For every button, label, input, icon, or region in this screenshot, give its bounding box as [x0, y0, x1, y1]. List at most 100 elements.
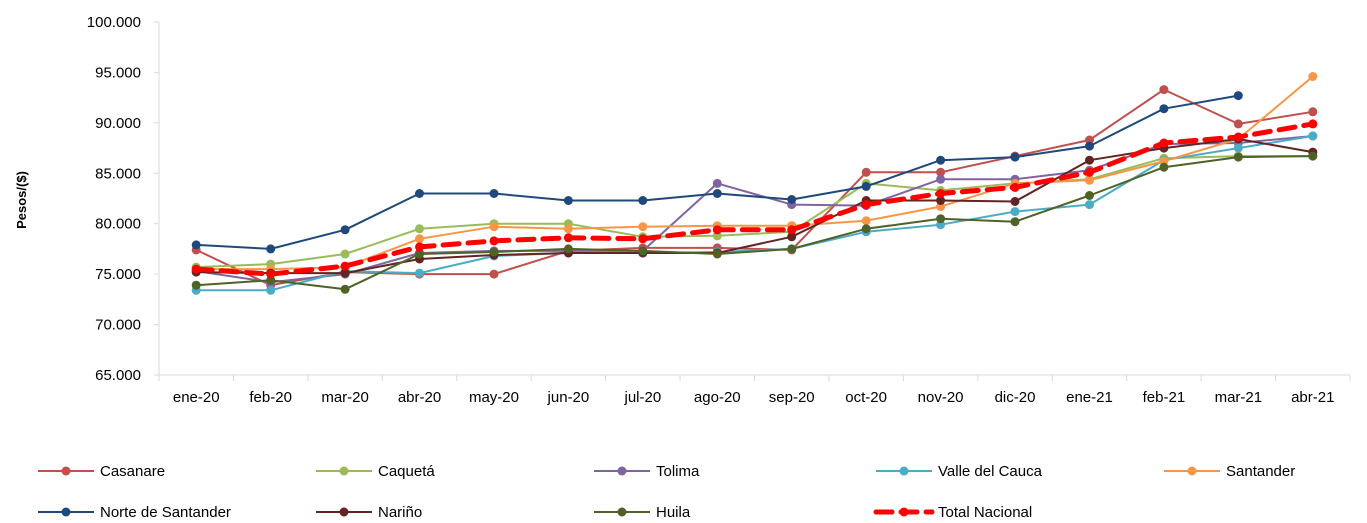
- data-point: [340, 268, 350, 278]
- series-huila: [191, 151, 1318, 294]
- data-point: [861, 216, 871, 226]
- data-point: [712, 178, 722, 188]
- data-point: [266, 244, 276, 254]
- data-point: [936, 174, 946, 184]
- data-point: [489, 236, 499, 246]
- data-point: [1308, 107, 1318, 117]
- legend-label: Valle del Cauca: [938, 463, 1043, 480]
- legend-swatch-marker: [1187, 466, 1197, 476]
- legend-label: Santander: [1226, 463, 1295, 480]
- data-point: [415, 189, 424, 198]
- data-point: [1233, 91, 1243, 101]
- data-point: [861, 224, 871, 234]
- data-point: [1233, 119, 1243, 129]
- data-point: [638, 222, 648, 232]
- data-point: [712, 189, 722, 198]
- x-tick-label: may-20: [469, 389, 519, 406]
- data-point: [1010, 207, 1020, 217]
- y-tick-label: 85.000: [95, 165, 141, 182]
- data-point: [489, 222, 499, 232]
- y-tick-label: 80.000: [95, 216, 141, 233]
- data-point: [787, 225, 797, 235]
- data-point: [1085, 175, 1094, 185]
- legend-item: Caquetá: [316, 463, 435, 480]
- data-point: [563, 233, 573, 243]
- data-point: [1159, 162, 1169, 172]
- legend-item: Tolima: [594, 463, 700, 480]
- data-point: [1159, 104, 1169, 114]
- x-tick-label: abr-20: [398, 389, 441, 406]
- data-point: [861, 200, 871, 210]
- x-tick-label: jul-20: [624, 389, 662, 406]
- series-lines: [191, 72, 1318, 295]
- data-point: [1159, 138, 1169, 148]
- data-point: [489, 189, 499, 198]
- legend-label: Casanare: [100, 463, 165, 480]
- y-tick-label: 90.000: [95, 115, 141, 132]
- x-tick-label: mar-21: [1215, 389, 1263, 406]
- y-tick-label: 70.000: [95, 317, 141, 334]
- y-axis-label: Pesos/($): [14, 171, 29, 229]
- data-point: [936, 155, 946, 165]
- legend-item: Casanare: [38, 463, 165, 480]
- x-tick-label: ago-20: [694, 389, 741, 406]
- series-line: [196, 135, 1313, 284]
- legend-item: Huila: [594, 504, 691, 521]
- x-tick-label: jun-20: [547, 389, 590, 406]
- legend-swatch-marker: [61, 507, 71, 517]
- x-tick-label: dic-20: [995, 389, 1036, 406]
- series-line: [196, 155, 1313, 269]
- data-point: [191, 280, 201, 290]
- data-point: [563, 224, 573, 234]
- series-nari-o: [191, 134, 1318, 278]
- data-point: [1010, 197, 1020, 206]
- legend-label: Total Nacional: [938, 504, 1032, 521]
- data-point: [415, 268, 424, 278]
- data-point: [340, 225, 350, 235]
- legend-swatch-marker: [899, 466, 909, 476]
- x-tick-label: nov-20: [918, 389, 964, 406]
- data-point: [1085, 200, 1094, 210]
- data-point: [1085, 191, 1094, 200]
- data-point: [1308, 72, 1318, 81]
- x-tick-label: abr-21: [1291, 389, 1334, 406]
- data-point: [266, 269, 276, 279]
- legend-swatch-marker: [339, 507, 349, 517]
- data-point: [489, 247, 499, 257]
- x-tick-label: ene-20: [173, 389, 220, 406]
- y-tick-label: 100.000: [87, 14, 141, 31]
- x-tick-label: feb-21: [1143, 389, 1186, 406]
- data-point: [1010, 217, 1020, 227]
- legend-swatch-marker: [617, 507, 627, 517]
- data-point: [415, 234, 424, 244]
- x-tick-label: sep-20: [769, 389, 815, 406]
- legend-swatch-marker: [61, 466, 71, 476]
- data-point: [712, 249, 722, 259]
- legend-label: Norte de Santander: [100, 504, 231, 521]
- y-tick-label: 95.000: [95, 64, 141, 81]
- data-point: [1233, 152, 1243, 162]
- data-point: [936, 196, 946, 205]
- data-point: [787, 195, 797, 204]
- legend-item: Valle del Cauca: [876, 463, 1043, 480]
- data-point: [861, 167, 871, 177]
- data-point: [563, 244, 573, 254]
- legend-item: Total Nacional: [873, 504, 1032, 521]
- data-point: [1010, 152, 1020, 162]
- data-point: [1085, 141, 1094, 151]
- data-point: [936, 189, 946, 198]
- data-point: [563, 196, 573, 205]
- legend-item: Norte de Santander: [38, 504, 231, 521]
- y-tick-label: 75.000: [95, 266, 141, 283]
- data-point: [415, 242, 424, 252]
- legend-swatch-marker: [899, 507, 909, 517]
- x-tick-label: oct-20: [845, 389, 887, 406]
- legend-label: Huila: [656, 504, 691, 521]
- data-point: [489, 269, 499, 279]
- series-norte-de-santander: [191, 91, 1243, 254]
- data-point: [191, 240, 201, 250]
- data-point: [638, 246, 648, 256]
- series-line: [193, 121, 1316, 277]
- x-axis: ene-20 feb-20 mar-20 abr-20 may-20 jun-20 jul-…: [158, 374, 1351, 406]
